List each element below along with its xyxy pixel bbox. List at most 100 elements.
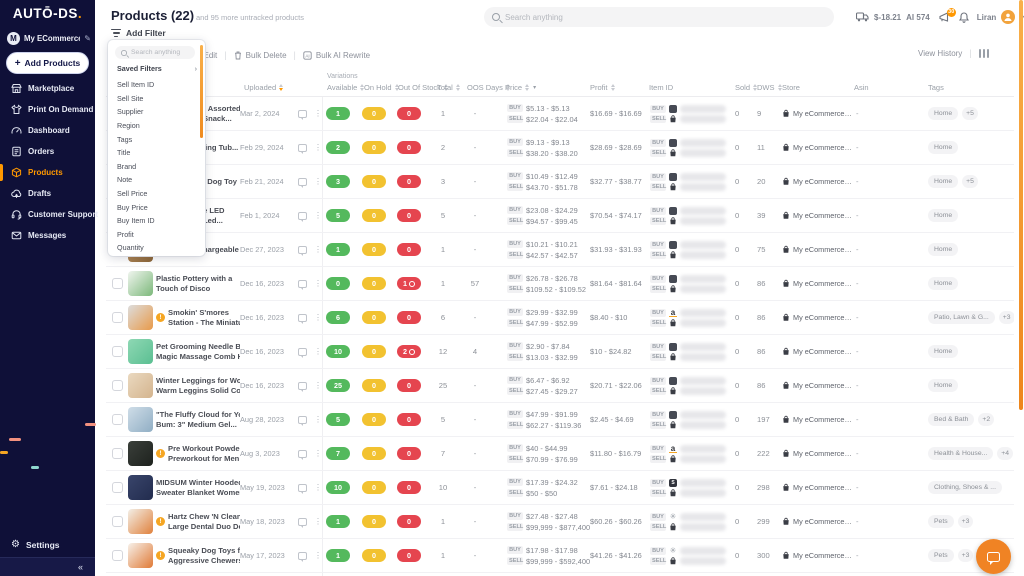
sidebar-item-drafts[interactable]: Drafts — [0, 183, 95, 204]
sell-item-id-link[interactable] — [680, 182, 726, 191]
sidebar-item-messages[interactable]: Messages — [0, 225, 95, 246]
note-icon[interactable] — [297, 313, 307, 324]
ai-credits[interactable]: AI 574 — [906, 12, 930, 22]
note-icon[interactable] — [297, 483, 307, 494]
filter-option-note[interactable]: Note — [117, 175, 133, 185]
filter-option-profit[interactable]: Profit — [117, 229, 134, 239]
buy-item-id-link[interactable] — [680, 376, 726, 385]
row-menu-button[interactable]: ⋮ — [314, 381, 322, 390]
buy-item-id-link[interactable] — [680, 172, 726, 181]
buy-item-id-link[interactable] — [680, 240, 726, 249]
row-menu-button[interactable]: ⋮ — [314, 449, 322, 458]
product-thumbnail[interactable] — [128, 543, 153, 568]
wallet-balance[interactable]: $-18.21 — [874, 12, 902, 22]
dropdown-scrollbar[interactable] — [200, 45, 203, 138]
sidebar-item-print-on-demand[interactable]: Print On Demand — [0, 99, 95, 120]
sidebar-item-orders[interactable]: Orders — [0, 141, 95, 162]
buy-item-id-link[interactable] — [680, 512, 726, 521]
user-avatar[interactable] — [1001, 10, 1016, 24]
filter-option-title[interactable]: Title — [117, 148, 131, 158]
global-search-input[interactable] — [505, 12, 826, 22]
header-available[interactable]: Available — [327, 83, 365, 92]
filter-search[interactable] — [115, 46, 195, 59]
row-checkbox[interactable] — [112, 380, 123, 391]
global-search[interactable] — [484, 7, 834, 27]
row-menu-button[interactable]: ⋮ — [314, 415, 322, 424]
row-menu-button[interactable]: ⋮ — [314, 279, 322, 288]
product-name[interactable]: Plastic Pottery with a Touch of Disco — [156, 274, 233, 293]
row-checkbox[interactable] — [112, 278, 123, 289]
row-menu-button[interactable]: ⋮ — [314, 313, 322, 322]
note-icon[interactable] — [297, 143, 307, 154]
bulk-ai-rewrite-button[interactable]: AI Bulk AI Rewrite — [303, 51, 370, 60]
header-dws[interactable]: DWS — [757, 83, 782, 92]
sell-item-id-link[interactable] — [680, 216, 726, 225]
filter-option-brand[interactable]: Brand — [117, 161, 137, 171]
columns-icon[interactable] — [978, 48, 990, 58]
product-name[interactable]: hargeable — [203, 244, 239, 254]
notifications-bell-icon[interactable] — [958, 11, 969, 23]
header-uploaded[interactable]: Uploaded — [244, 83, 284, 92]
product-thumbnail[interactable] — [128, 271, 153, 296]
note-icon[interactable] — [297, 415, 307, 426]
buy-item-id-link[interactable] — [680, 478, 726, 487]
sidebar-collapse-button[interactable]: « — [0, 557, 95, 576]
note-icon[interactable] — [297, 245, 307, 256]
sell-item-id-link[interactable] — [680, 284, 726, 293]
note-icon[interactable] — [297, 279, 307, 290]
sidebar-item-customer-support[interactable]: Customer Support — [0, 204, 98, 225]
wallet-truck-icon[interactable] — [856, 12, 869, 22]
add-products-button[interactable]: + Add Products — [6, 52, 89, 74]
row-menu-button[interactable]: ⋮ — [314, 551, 322, 560]
note-icon[interactable] — [297, 177, 307, 188]
buy-item-id-link[interactable] — [680, 104, 726, 113]
filter-option-supplier[interactable]: Supplier — [117, 107, 144, 117]
product-name[interactable]: r Assorted Snack... — [203, 104, 240, 123]
filter-option-sell-price[interactable]: Sell Price — [117, 189, 148, 199]
buy-item-id-link[interactable] — [680, 342, 726, 351]
product-name[interactable]: e LED Led... — [203, 206, 225, 225]
filter-option-sell-site[interactable]: Sell Site — [117, 93, 144, 103]
row-menu-button[interactable]: ⋮ — [314, 177, 322, 186]
sell-item-id-link[interactable] — [680, 148, 726, 157]
header-total[interactable]: Total — [437, 83, 460, 92]
filter-option-tags[interactable]: Tags — [117, 134, 133, 144]
vertical-scrollbar[interactable] — [1019, 0, 1023, 410]
sell-item-id-link[interactable] — [680, 454, 726, 463]
product-thumbnail[interactable] — [128, 305, 153, 330]
sell-item-id-link[interactable] — [680, 488, 726, 497]
edit-store-icon[interactable]: ✎ — [84, 33, 91, 43]
row-menu-button[interactable]: ⋮ — [314, 109, 322, 118]
header-price[interactable]: Price ▾ — [505, 83, 537, 92]
buy-item-id-link[interactable] — [680, 138, 726, 147]
sell-item-id-link[interactable] — [680, 386, 726, 395]
note-icon[interactable] — [297, 109, 307, 120]
buy-item-id-link[interactable] — [680, 274, 726, 283]
sell-item-id-link[interactable] — [680, 420, 726, 429]
user-name[interactable]: Liran — [976, 12, 997, 22]
row-menu-button[interactable]: ⋮ — [314, 347, 322, 356]
sell-item-id-link[interactable] — [680, 352, 726, 361]
filter-option-region[interactable]: Region — [117, 121, 140, 131]
product-name[interactable]: Pre Workout Powder Preworkout for Men ... — [168, 444, 240, 463]
product-name[interactable]: ling Tub... — [203, 142, 239, 152]
product-name[interactable]: "The Fluffy Cloud for YourBum: 3" Medium… — [156, 410, 240, 429]
note-icon[interactable] — [297, 381, 307, 392]
product-name[interactable]: l Dog Toy — [203, 176, 238, 186]
bulk-delete-button[interactable]: Bulk Delete — [234, 51, 287, 60]
row-checkbox[interactable] — [112, 516, 123, 527]
row-checkbox[interactable] — [112, 414, 123, 425]
product-thumbnail[interactable] — [128, 339, 153, 364]
product-thumbnail[interactable] — [128, 475, 153, 500]
header-sold[interactable]: Sold — [735, 83, 758, 92]
sidebar-item-products[interactable]: Products — [0, 162, 95, 183]
announcements-icon[interactable]: 30 — [939, 7, 956, 23]
note-icon[interactable] — [297, 517, 307, 528]
sell-item-id-link[interactable] — [680, 556, 726, 565]
row-checkbox[interactable] — [112, 312, 123, 323]
note-icon[interactable] — [297, 347, 307, 358]
row-checkbox[interactable] — [112, 482, 123, 493]
chevron-down-icon[interactable]: ▾ — [533, 85, 537, 91]
